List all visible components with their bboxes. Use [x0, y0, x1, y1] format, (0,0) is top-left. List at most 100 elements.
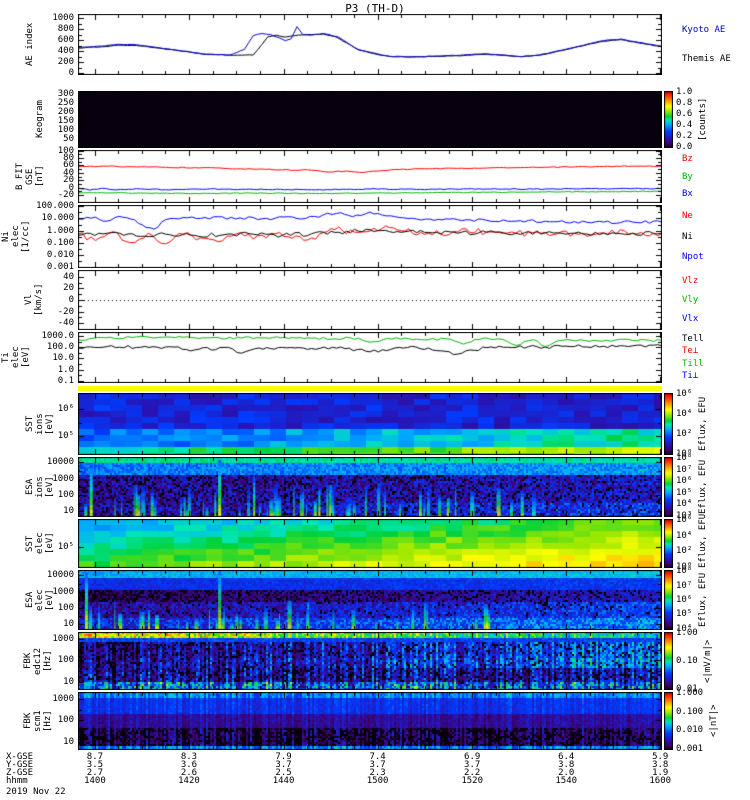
colorbar-tick-label: 0.2 [676, 130, 693, 141]
y-tick-label: 0.010 [46, 249, 74, 260]
legend-ni: Ni [682, 231, 693, 242]
axis-label-sst_ions: SST ions [eV] [25, 413, 55, 435]
page-title: P3 (TH-D) [345, 2, 405, 15]
colorbar-tick-label: 10⁶ [676, 389, 693, 400]
panel-esa_elec-plot [78, 570, 662, 630]
legend-till: Till [682, 358, 704, 369]
x-axis-row-label-z-gse: Z-GSE [6, 768, 34, 778]
y-tick-label: -20 [57, 189, 74, 200]
y-tick-label: 250 [57, 97, 74, 108]
x-axis-value: 1.9 [652, 768, 669, 778]
y-tick-label: 10 [63, 736, 74, 747]
x-axis-value: 2.2 [464, 768, 481, 778]
x-axis-value: 2.3 [369, 768, 386, 778]
colorbar-tick-label: 10⁴ [676, 499, 693, 510]
y-tick-label: 40 [63, 167, 74, 178]
legend-vlz: Vlz [682, 275, 699, 286]
colorbar-unit-sst_elec: Eflux, EFU [697, 513, 708, 568]
x-axis-value: 8.7 [86, 752, 104, 762]
colorbar-tick-label: 0.6 [676, 109, 693, 120]
y-tick-label: 0 [68, 68, 74, 79]
y-tick-label: 100 [57, 124, 74, 135]
colorbar-tick-label: 10³ [676, 510, 693, 521]
y-tick-label: 60 [63, 160, 74, 171]
colorbar-tick-label: 1.00 [676, 628, 698, 639]
x-axis-value: 3.8 [652, 760, 669, 770]
x-axis-row-label-y-gse: Y-GSE [6, 760, 34, 770]
legend-by: By [682, 171, 693, 182]
x-axis-value: 2.7 [86, 768, 104, 778]
panel-sst_elec-plot [78, 519, 662, 568]
legend-npot: Npot [682, 251, 704, 262]
x-axis-value: 1420 [178, 776, 200, 786]
y-tick-label: -40 [57, 318, 74, 329]
y-tick-label: 10000 [46, 457, 74, 468]
legend-ne: Ne [682, 211, 693, 222]
y-tick-label: 1000 [52, 634, 74, 645]
y-tick-label: 100.000 [36, 201, 74, 212]
y-tick-label: 0 [68, 295, 74, 305]
y-tick-label: 100 [57, 602, 74, 613]
x-axis-row-label-x-gse: X-GSE [6, 752, 34, 762]
panel-fbk_scm1-plot [78, 692, 662, 750]
legend-vlx: Vlx [682, 314, 699, 325]
y-tick-label: 10 [63, 676, 74, 687]
legend-kyoto-ae: Kyoto AE [682, 24, 726, 35]
colorbar-unit-keogram: [counts] [697, 97, 708, 142]
x-axis-value: 6.9 [464, 752, 481, 762]
y-tick-label: 10.0 [52, 353, 74, 364]
date-label: 2019 Nov 22 [6, 787, 66, 797]
y-tick-label: 100 [57, 145, 74, 156]
panel-esa_ions-plot [78, 457, 662, 517]
colorbar-tick-label: 0.4 [676, 119, 693, 130]
x-axis-value: 1520 [461, 776, 484, 786]
y-tick-label: 1.000 [46, 225, 74, 236]
y-tick-label: 100.0 [46, 342, 74, 353]
y-tick-label: 200 [57, 106, 74, 117]
y-tick-label: 200 [57, 57, 74, 68]
y-tick-label: 0.001 [46, 261, 74, 272]
y-tick-label: 800 [57, 24, 74, 35]
y-tick-label: 100 [57, 715, 74, 726]
colorbar-tick-label: 10⁵ [676, 487, 693, 498]
colorbar-tick-label: 10⁶ [676, 514, 693, 525]
x-axis-value: 8.3 [180, 752, 198, 762]
colorbar-keogram [664, 91, 673, 148]
x-axis-value: 2.6 [180, 768, 198, 778]
panel-velocity-plot [78, 270, 662, 330]
x-axis-value: 2.5 [275, 768, 292, 778]
y-tick-label: 400 [57, 46, 74, 57]
y-tick-label: 10 [63, 505, 74, 516]
panel-ae-plot [78, 14, 662, 75]
y-tick-label: 0.1 [57, 375, 74, 386]
x-axis-value: 3.7 [464, 760, 481, 770]
legend-themis-ae: Themis AE [682, 54, 731, 65]
colorbar-unit-fbk_edc12: <|mV/m|> [703, 639, 713, 683]
colorbar-tick-label: 0.01 [676, 683, 698, 694]
x-axis-value: 7.9 [275, 752, 292, 762]
x-axis-value: 3.5 [86, 760, 104, 770]
colorbar-tick-label: 0.8 [676, 98, 693, 109]
colorbar-tick-label: 10⁴ [676, 409, 693, 420]
y-tick-label: 100 [57, 489, 74, 500]
y-tick-label: 10.000 [41, 213, 74, 224]
colorbar-sst_ions [664, 393, 673, 455]
colorbar-tick-label: 10⁸ [676, 566, 693, 577]
colorbar-tick-label: 10⁰ [676, 448, 693, 459]
x-axis-row-label-hhmm: hhmm [6, 776, 28, 786]
colorbar-tick-label: 10⁶ [676, 595, 693, 605]
colorbar-tick-label: 0.010 [676, 725, 704, 736]
x-axis-value: 3.7 [275, 760, 292, 770]
y-tick-label: 20 [63, 283, 74, 294]
colorbar-tick-label: 10² [676, 546, 693, 557]
colorbar-tick-label: 10⁴ [676, 623, 693, 634]
y-tick-label: 10⁵ [57, 431, 74, 442]
y-tick-label: 1000 [52, 13, 74, 24]
y-tick-label: 0.100 [46, 237, 74, 248]
x-axis-value: 1600 [649, 776, 672, 786]
colorbar-tick-label: 0.100 [676, 706, 704, 717]
x-axis-value: 1440 [272, 776, 295, 786]
y-tick-label: 1000.0 [41, 331, 74, 342]
legend-vly: Vly [682, 295, 699, 305]
